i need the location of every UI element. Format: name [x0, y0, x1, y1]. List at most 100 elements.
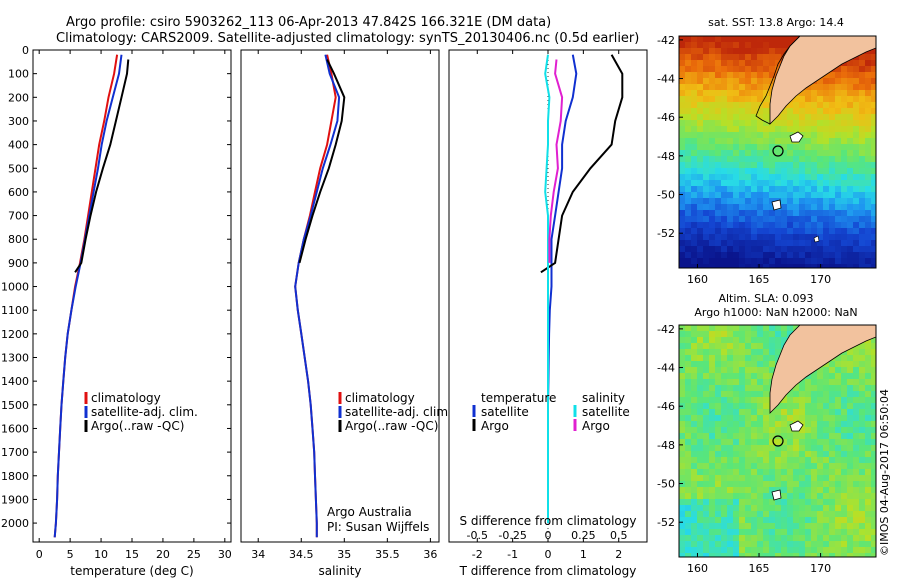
sst-cell — [757, 66, 764, 73]
sla-cell — [709, 439, 716, 446]
sst-cell — [859, 126, 866, 133]
sst-cell — [811, 240, 818, 247]
sla-cell — [697, 511, 704, 518]
sla-cell — [709, 427, 716, 434]
sla-cell — [817, 397, 824, 404]
sst-cell — [691, 60, 698, 67]
sla-cell — [865, 511, 872, 518]
sst-cell — [685, 126, 692, 133]
sla-cell — [745, 409, 752, 416]
sst-cell — [679, 222, 686, 229]
sla-cell — [793, 397, 800, 404]
sla-cell — [703, 415, 710, 422]
sla-cell — [703, 409, 710, 416]
sst-cell — [709, 84, 716, 91]
sst-cell — [679, 180, 686, 187]
sst-cell — [739, 90, 746, 97]
sla-cell — [697, 367, 704, 374]
sst-cell — [751, 114, 758, 121]
sst-cell — [835, 180, 842, 187]
sst-cell — [853, 132, 860, 139]
sst-cell — [715, 198, 722, 205]
sla-cell — [727, 415, 734, 422]
sla-cell — [859, 397, 866, 404]
sst-cell — [703, 252, 710, 259]
sst-cell — [751, 48, 758, 55]
sst-cell — [841, 198, 848, 205]
sla-cell — [763, 337, 770, 344]
sla-cell — [811, 541, 818, 548]
sla-cell — [697, 457, 704, 464]
sst-cell — [703, 180, 710, 187]
sla-cell — [781, 403, 788, 410]
sst-cell — [853, 138, 860, 145]
sst-cell — [685, 252, 692, 259]
sla-cell — [829, 529, 836, 536]
sst-cell — [865, 234, 872, 241]
sst-cell — [853, 114, 860, 121]
sst-cell — [727, 126, 734, 133]
sla-cell — [799, 505, 806, 512]
sla-cell — [817, 445, 824, 452]
sst-cell — [835, 222, 842, 229]
sla-cell — [697, 541, 704, 548]
sla-cell — [727, 409, 734, 416]
sla-cell — [751, 349, 758, 356]
sla-cell — [751, 355, 758, 362]
sst-cell — [805, 234, 812, 241]
sla-cell — [679, 469, 686, 476]
sst-cell — [847, 60, 854, 67]
sst-cell — [691, 138, 698, 145]
sla-cell — [793, 487, 800, 494]
sst-cell — [871, 72, 876, 79]
sla-cell — [733, 325, 740, 332]
sla-cell — [841, 445, 848, 452]
sla-cell — [811, 463, 818, 470]
sst-cell — [769, 66, 776, 73]
sst-cell — [853, 252, 860, 259]
sla-cell — [757, 409, 764, 416]
sla-cell — [847, 523, 854, 530]
sst-cell — [775, 228, 782, 235]
sst-cell — [703, 126, 710, 133]
sla-cell — [859, 499, 866, 506]
sla-cell — [751, 433, 758, 440]
sst-cell — [733, 36, 740, 43]
sst-cell — [871, 180, 876, 187]
sst-cell — [799, 162, 806, 169]
sst-cell — [871, 150, 876, 157]
sst-cell — [781, 216, 788, 223]
sst-cell — [709, 138, 716, 145]
sst-cell — [811, 126, 818, 133]
sla-cell — [715, 331, 722, 338]
sst-cell — [721, 120, 728, 127]
sla-cell — [865, 391, 872, 398]
sla-cell — [739, 349, 746, 356]
sst-cell — [703, 264, 710, 268]
sst-cell — [823, 90, 830, 97]
sst-cell — [697, 150, 704, 157]
sla-cell — [787, 523, 794, 530]
sst-cell — [781, 180, 788, 187]
sla-cell — [721, 529, 728, 536]
sla-cell — [853, 433, 860, 440]
sst-cell — [691, 90, 698, 97]
sla-cell — [793, 385, 800, 392]
sst-cell — [727, 54, 734, 61]
sst-cell — [727, 120, 734, 127]
sla-cell — [715, 535, 722, 542]
sla-cell — [739, 541, 746, 548]
sst-cell — [745, 120, 752, 127]
sla-cell — [835, 529, 842, 536]
sst-cell — [775, 162, 782, 169]
sla-cell — [691, 355, 698, 362]
sla-cell — [817, 367, 824, 374]
sst-cell — [715, 252, 722, 259]
sst-cell — [871, 138, 876, 145]
s-difference-tick-label: 0.25 — [571, 529, 596, 542]
sst-cell — [769, 150, 776, 157]
sst-cell — [745, 192, 752, 199]
sst-cell — [739, 246, 746, 253]
sla-cell — [769, 415, 776, 422]
x-tick-label: 10 — [94, 548, 108, 561]
